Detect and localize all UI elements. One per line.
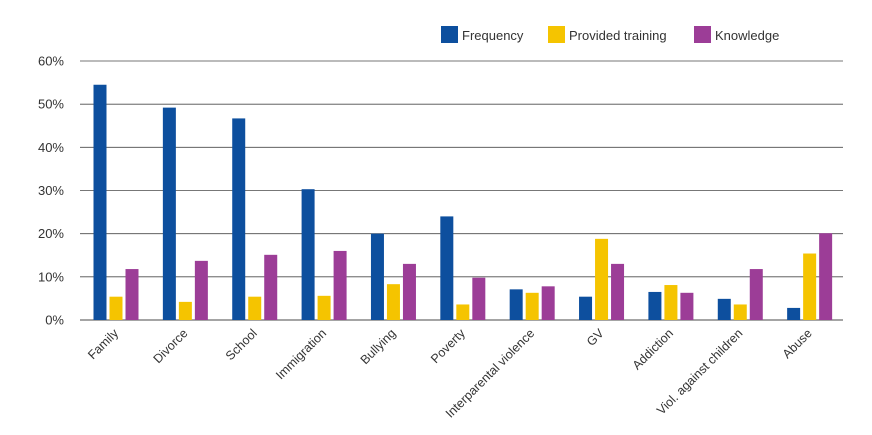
bar-knowledge-poverty (472, 277, 486, 320)
x-tick-label-bullying: Bullying (358, 326, 399, 367)
x-tick-label-poverty: Poverty (428, 326, 468, 366)
legend-label-provided-training: Provided training (569, 28, 667, 43)
legend-swatch-knowledge (694, 26, 711, 43)
legend-swatch-provided-training (548, 26, 565, 43)
bar-group-family (93, 84, 139, 320)
bar-group-immigration (301, 189, 347, 320)
bar-knowledge-bullying (402, 263, 416, 320)
bar-provided-training-divorce (178, 301, 192, 320)
bar-provided-training-gv (595, 238, 609, 320)
x-tick-label-immigration: Immigration (273, 326, 329, 382)
bars (93, 84, 833, 321)
bar-provided-training-school (248, 296, 262, 320)
bar-group-bullying (370, 233, 416, 320)
y-tick-label-20: 20% (38, 226, 64, 241)
bar-knowledge-school (264, 254, 278, 320)
bar-frequency-poverty (440, 216, 454, 320)
legend: Frequency Provided training Knowledge (441, 26, 779, 43)
bar-knowledge-family (125, 269, 139, 320)
bar-knowledge-addiction (680, 292, 694, 320)
legend-item-knowledge: Knowledge (694, 26, 779, 43)
bar-provided-training-bullying (386, 284, 400, 320)
bar-frequency-abuse (787, 307, 801, 320)
legend-item-frequency: Frequency (441, 26, 524, 43)
x-tick-label-school: School (223, 326, 260, 363)
y-tick-label-10: 10% (38, 269, 64, 284)
x-axis-labels: Family Divorce School Immigration Bullying Po… (85, 326, 815, 421)
bar-group-divorce (162, 107, 208, 321)
y-tick-label-0: 0% (45, 313, 64, 328)
y-tick-label-60: 60% (38, 54, 64, 69)
bar-group-poverty (440, 216, 486, 320)
gridlines (80, 60, 843, 321)
bar-knowledge-gv (611, 263, 625, 320)
legend-label-frequency: Frequency (462, 28, 524, 43)
bar-frequency-family (93, 84, 107, 320)
legend-label-knowledge: Knowledge (715, 28, 779, 43)
x-tick-label-divorce: Divorce (151, 326, 191, 366)
y-tick-label-50: 50% (38, 97, 64, 112)
bar-frequency-immigration (301, 189, 315, 320)
legend-swatch-frequency (441, 26, 458, 43)
bar-provided-training-poverty (456, 304, 470, 320)
bar-knowledge-divorce (194, 260, 208, 320)
bar-frequency-divorce (162, 107, 176, 321)
bar-group-abuse (787, 233, 833, 320)
y-tick-label-30: 30% (38, 183, 64, 198)
bar-knowledge-immigration (333, 250, 347, 320)
bar-frequency-addiction (648, 291, 662, 320)
bar-group-viol-against-children (717, 269, 763, 320)
bar-frequency-interparental-violence (509, 289, 523, 320)
bar-frequency-viol-against-children (717, 298, 731, 320)
x-tick-label-family: Family (85, 326, 121, 362)
bar-group-interparental-violence (509, 286, 555, 320)
bar-frequency-school (232, 118, 246, 320)
bar-provided-training-addiction (664, 285, 678, 320)
bar-provided-training-family (109, 296, 123, 320)
bar-provided-training-immigration (317, 295, 331, 320)
bar-knowledge-abuse (819, 233, 833, 320)
x-tick-label-abuse: Abuse (780, 326, 815, 361)
bar-knowledge-interparental-violence (541, 286, 555, 320)
y-tick-label-40: 40% (38, 140, 64, 155)
bar-knowledge-viol-against-children (749, 269, 763, 320)
y-axis-ticks: 0% 10% 20% 30% 40% 50% 60% (38, 54, 64, 328)
bar-provided-training-viol-against-children (733, 304, 747, 320)
bar-provided-training-interparental-violence (525, 292, 539, 320)
bar-provided-training-abuse (803, 253, 817, 320)
x-tick-label-addiction: Addiction (630, 326, 676, 372)
legend-item-provided-training: Provided training (548, 26, 667, 43)
bar-frequency-gv (579, 296, 593, 320)
bar-group-addiction (648, 285, 694, 320)
bar-group-school (232, 118, 278, 320)
bar-frequency-bullying (370, 233, 384, 320)
bar-group-gv (579, 238, 625, 320)
x-tick-label-gv: GV (584, 326, 607, 349)
